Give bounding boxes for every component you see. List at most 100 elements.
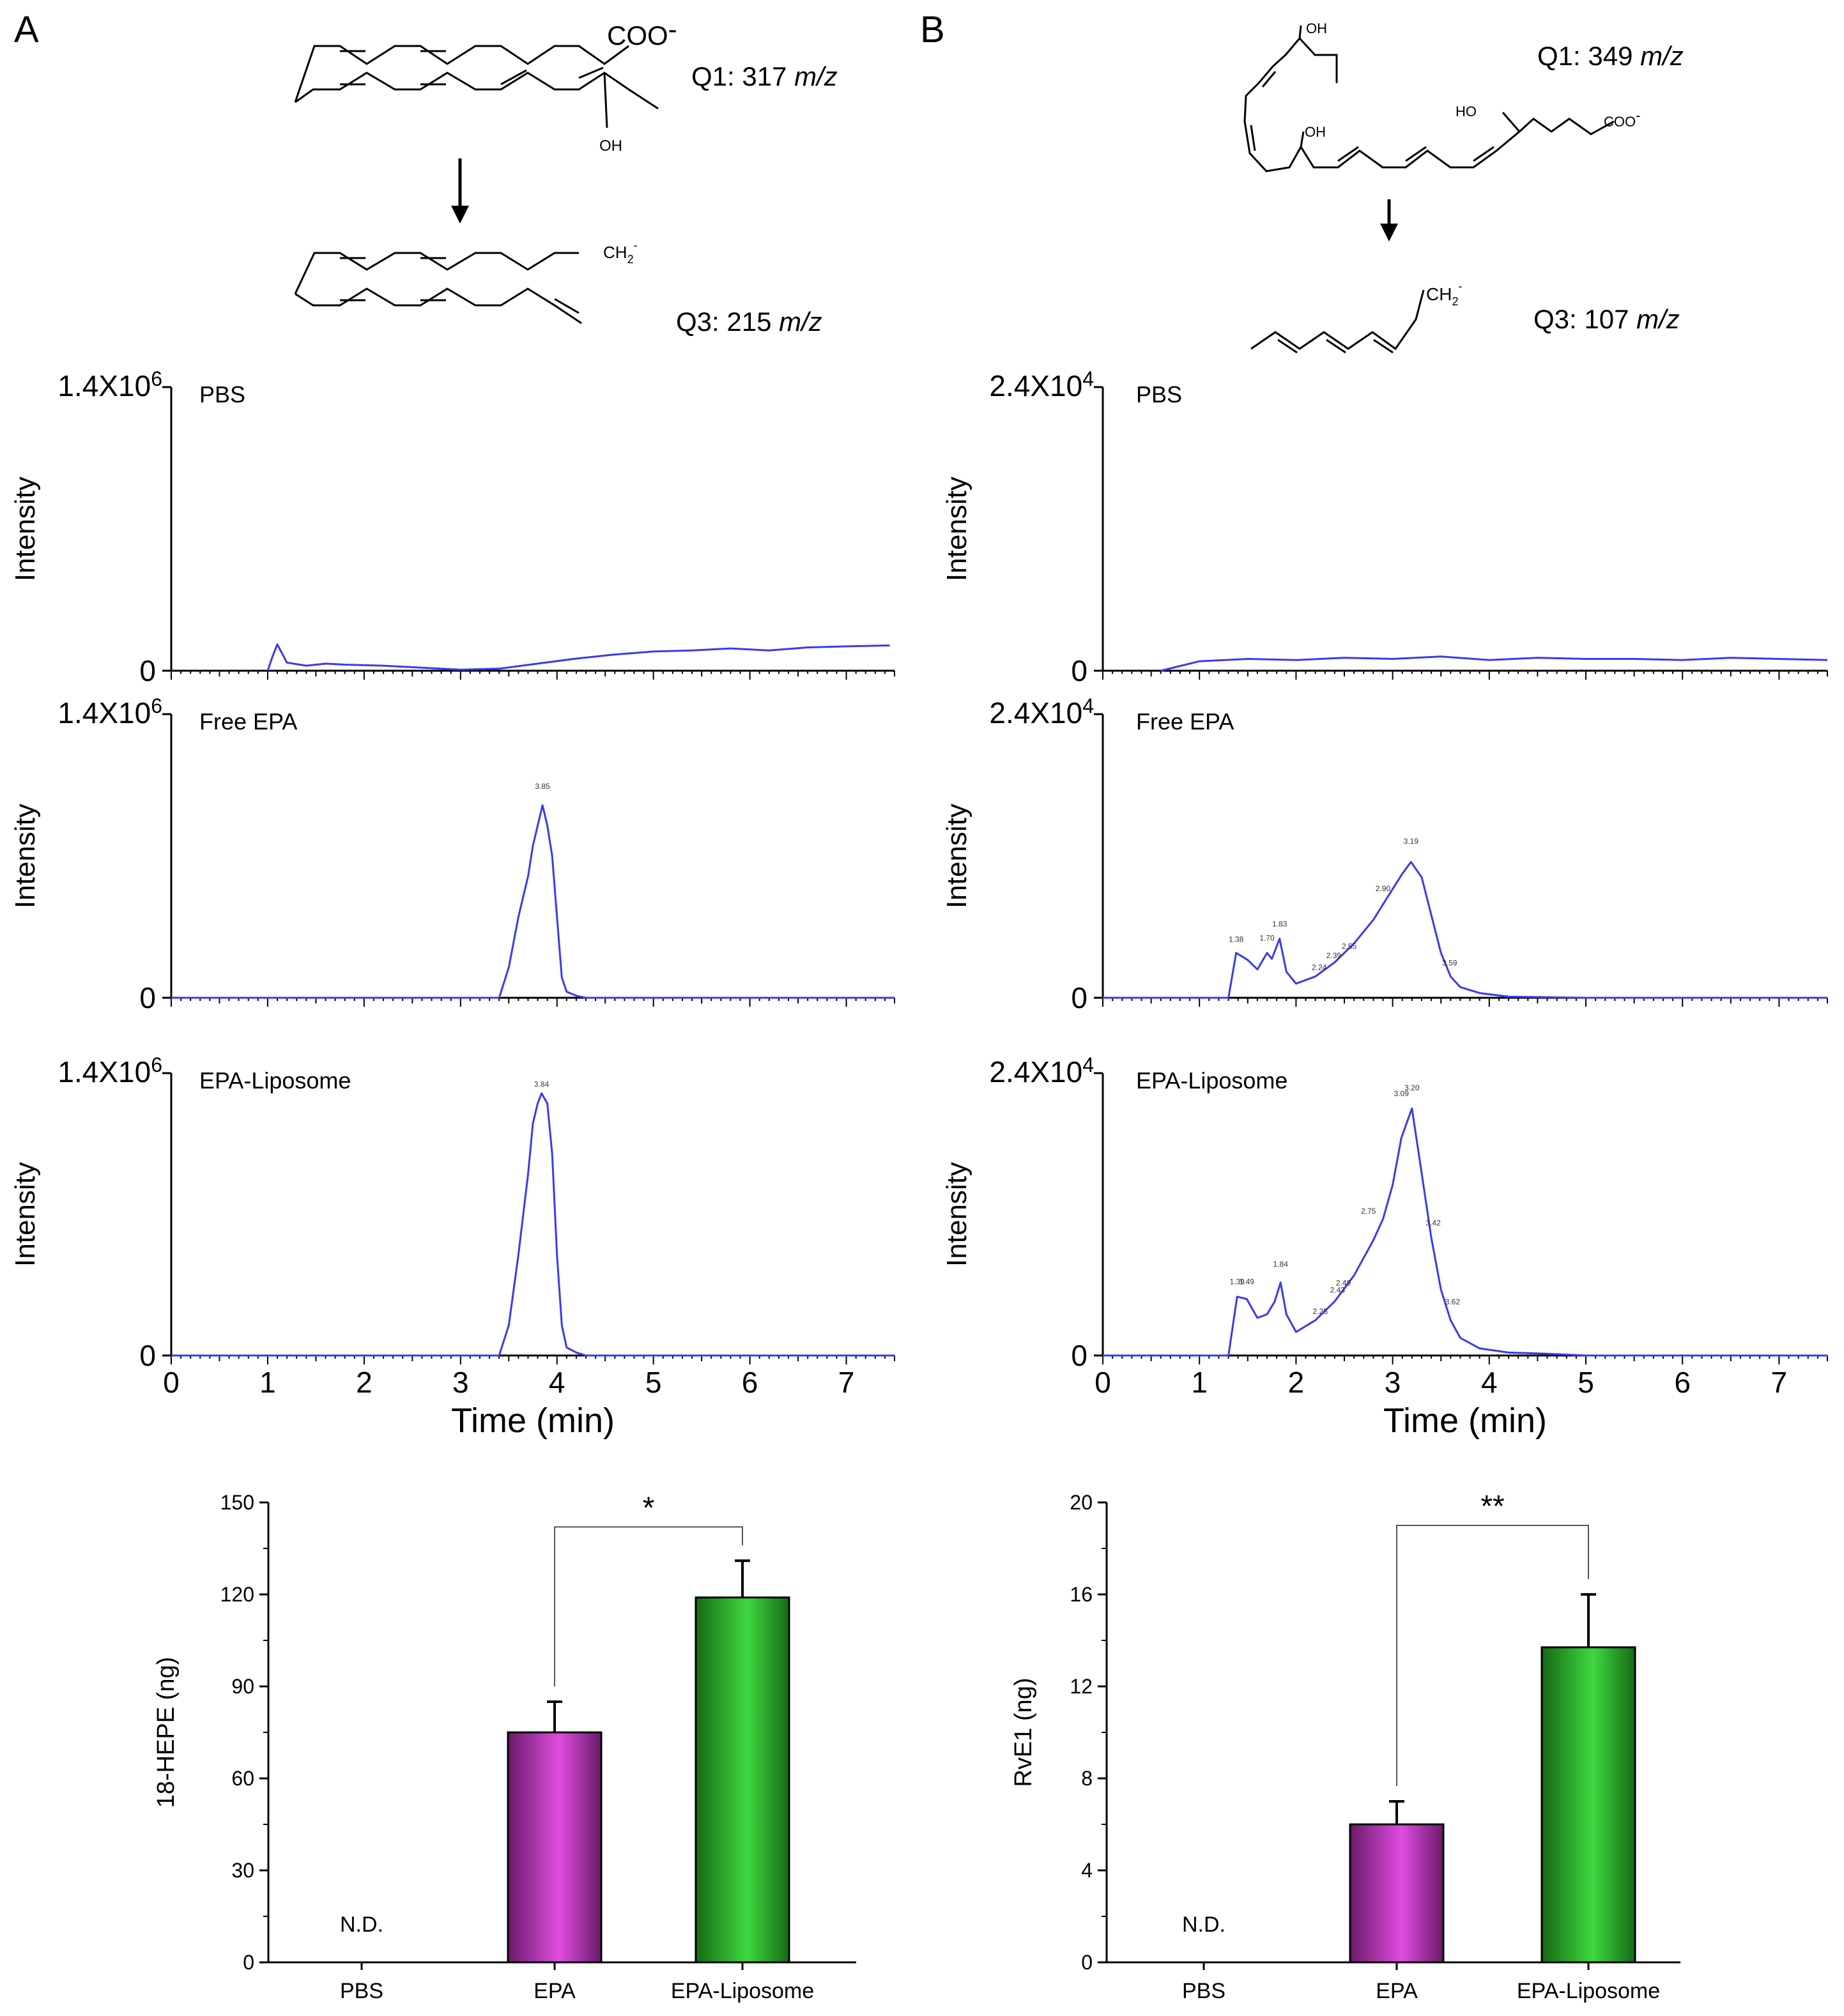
x-category-label: PBS <box>1182 1979 1225 2003</box>
y-tick-label: 0 <box>1081 1951 1093 1974</box>
q3-label-a: Q3: 215 m/z <box>676 307 822 337</box>
chromatogram-trace <box>266 643 890 671</box>
y-axis-label: Intensity <box>10 477 41 581</box>
y-tick-label-zero: 0 <box>139 1339 156 1372</box>
chromatogram-chrom_B_PBS: 2.4X104 0 Intensity PBS <box>941 367 1828 687</box>
y-tick-label: 8 <box>1081 1767 1093 1790</box>
y-axis-label: Intensity <box>10 1162 41 1267</box>
y-tick-exponent: 6 <box>151 367 162 390</box>
y-tick-label-top: 2.4X104 <box>989 694 1094 729</box>
sample-label: EPA-Liposome <box>199 1067 351 1094</box>
peak-label: 1.70 <box>1259 933 1275 942</box>
y-tick-label: 90 <box>231 1675 254 1698</box>
x-tick-label: 3 <box>452 1366 469 1399</box>
label-oh-mid-b: OH <box>1305 124 1326 140</box>
chromatogram-trace <box>1103 860 1827 999</box>
x-tick-label: 5 <box>645 1366 662 1399</box>
y-tick-exponent: 4 <box>1082 1053 1094 1076</box>
bar-epa <box>1349 1823 1445 1964</box>
x-tick-label: 6 <box>1674 1366 1691 1399</box>
y-tick-base: 2.4X10 <box>989 1055 1082 1088</box>
label-coo-b: COO- <box>1604 107 1640 130</box>
chromatogram-chrom_A_PBS: 1.4X106 0 Intensity PBS <box>10 367 895 687</box>
x-axis-label: Time (min) <box>1383 1401 1547 1440</box>
structure-b-precursor <box>1243 25 1615 172</box>
y-tick-exponent: 4 <box>1082 367 1094 390</box>
x-tick-label: 4 <box>549 1366 565 1399</box>
peak-label: 2.90 <box>1376 884 1391 893</box>
peak-label: 3.19 <box>1404 837 1419 846</box>
y-tick-exponent: 6 <box>151 694 162 717</box>
x-category-label: EPA <box>1376 1979 1418 2003</box>
peak-label: 3.85 <box>535 782 550 791</box>
y-tick-label-top: 1.4X106 <box>58 367 162 402</box>
peak-label: 2.49 <box>1336 1279 1351 1288</box>
sample-label: EPA-Liposome <box>1136 1067 1287 1094</box>
panel-letter-a: A <box>14 9 39 50</box>
chromatogram-chrom_A_FreeEPA: 1.4X106 0 Intensity Free EPA 3.85 <box>10 694 895 1014</box>
y-tick-label: 12 <box>1070 1675 1093 1698</box>
sample-label: PBS <box>1136 381 1182 408</box>
x-tick-label: 5 <box>1578 1366 1594 1399</box>
peak-label: 3.09 <box>1394 1089 1410 1098</box>
label-oh-a: OH <box>599 137 622 155</box>
significance-marker: ** <box>1480 1490 1504 1523</box>
peak-label: 3.20 <box>1404 1083 1420 1092</box>
sample-label: Free EPA <box>1136 708 1234 735</box>
y-tick-base: 1.4X10 <box>58 696 151 729</box>
significance-bracket <box>1396 1525 1589 1786</box>
x-tick-label: 1 <box>1191 1366 1208 1399</box>
peak-label: 2.39 <box>1326 951 1342 960</box>
label-coo-a: COO- <box>607 14 677 50</box>
x-category-label: EPA-Liposome <box>1517 1979 1660 2003</box>
x-tick-label: 2 <box>356 1366 373 1399</box>
x-tick-label: 4 <box>1481 1366 1498 1399</box>
structure-a-fragment <box>294 252 582 325</box>
y-tick-label-top: 1.4X106 <box>58 1053 162 1088</box>
panel-letter-b: B <box>920 9 945 50</box>
chromatogram-chrom_B_Liposome: 2.4X1040IntensityEPA-Liposome1.391.491.8… <box>941 1053 1828 1440</box>
x-axis-label: Time (min) <box>451 1401 615 1440</box>
x-tick-label: 0 <box>1095 1366 1111 1399</box>
peak-label: 3.42 <box>1425 1219 1441 1228</box>
bar-chart-bar_B: 0 4 8 12 16 20 RvE1 (ng) PBS EPA EPA-Liposome N.D.… <box>1010 1490 1680 2003</box>
peak-label: 1.38 <box>1229 935 1244 943</box>
y-tick-label: 60 <box>231 1767 254 1790</box>
x-tick-label: 3 <box>1385 1366 1401 1399</box>
structure-a-precursor <box>294 45 659 128</box>
not-detected-label: N.D. <box>1182 1913 1225 1937</box>
q3-label-b: Q3: 107 m/z <box>1533 304 1680 334</box>
y-tick-base: 1.4X10 <box>58 369 151 402</box>
y-tick-exponent: 4 <box>1082 694 1094 717</box>
y-axis-label: Intensity <box>941 1162 972 1267</box>
peak-label: 3.59 <box>1442 958 1457 967</box>
peak-label: 1.39 <box>1229 1278 1245 1287</box>
arrow-b <box>1380 199 1398 241</box>
y-tick-base: 2.4X10 <box>989 369 1082 402</box>
y-tick-label-zero: 0 <box>1071 654 1087 687</box>
y-axis-label: Intensity <box>941 804 972 908</box>
peak-label: 2.55 <box>1342 942 1357 951</box>
label-ch2-a: CH2- <box>603 239 638 266</box>
chromatogram-trace <box>1160 655 1828 672</box>
bar-epa-liposome <box>1541 1646 1636 1964</box>
label-ch2-b: CH2- <box>1426 280 1462 308</box>
peak-label: 1.83 <box>1272 919 1287 928</box>
bar-epa <box>507 1731 603 1964</box>
y-axis-label: Intensity <box>941 477 972 581</box>
peak-label: 2.75 <box>1361 1207 1376 1216</box>
y-tick-label-zero: 0 <box>139 981 156 1014</box>
y-tick-label: 20 <box>1070 1491 1093 1514</box>
arrow-a <box>451 158 469 224</box>
x-tick-label: 0 <box>163 1366 180 1399</box>
y-tick-label: 120 <box>220 1583 254 1606</box>
significance-marker: * <box>643 1491 655 1525</box>
x-tick-label: 1 <box>259 1366 276 1399</box>
peak-label: 3.84 <box>534 1080 549 1089</box>
label-oh-top-b: OH <box>1306 20 1327 36</box>
y-tick-label: 0 <box>243 1951 254 1974</box>
significance-bracket <box>554 1526 743 1686</box>
chromatogram-trace <box>1103 1107 1827 1357</box>
y-tick-label-zero: 0 <box>139 654 156 687</box>
